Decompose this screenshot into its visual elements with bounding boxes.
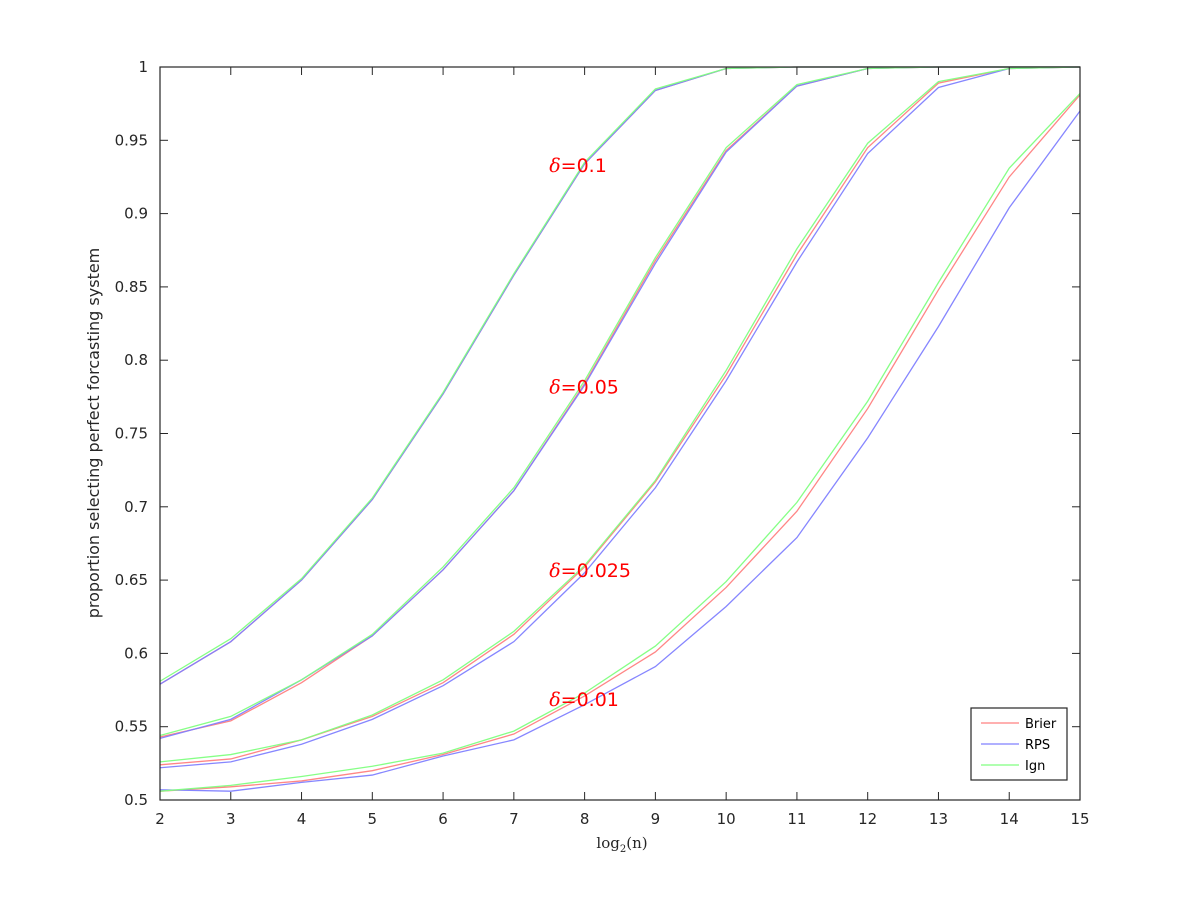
x-tick-label: 2: [155, 810, 165, 828]
axes-box: [159, 66, 1081, 801]
x-axis-label: log2(n): [596, 834, 647, 855]
series-line-brier: [159, 66, 1080, 738]
x-axis-label-subscript: 2: [620, 844, 626, 855]
x-tick-label: 11: [787, 810, 806, 828]
x-tick-label: 3: [226, 810, 236, 828]
legend-label-ign: Ign: [1025, 759, 1045, 774]
y-tick-label: 0.9: [124, 205, 148, 223]
series-line-rps: [159, 66, 1080, 740]
y-tick-label: 1: [138, 58, 148, 76]
delta-symbol: δ: [549, 377, 560, 399]
y-tick-label: 0.8: [124, 351, 148, 369]
delta-value: =0.1: [561, 155, 607, 177]
series-line-ign: [159, 66, 1081, 763]
axes-layer: [159, 66, 1081, 801]
x-tick-label: 14: [1000, 810, 1019, 828]
series-group: [159, 66, 1081, 769]
legend-label-brier: Brier: [1025, 717, 1057, 732]
delta-annotation: δ=0.1: [549, 155, 607, 177]
x-tick-label: 15: [1070, 810, 1089, 828]
x-tick-label: 7: [509, 810, 519, 828]
x-tick-label: 12: [858, 810, 877, 828]
x-tick-label: 9: [651, 810, 661, 828]
x-tick-label: 5: [368, 810, 378, 828]
x-tick-label: 8: [580, 810, 590, 828]
x-tick-label: 6: [438, 810, 448, 828]
delta-symbol: δ: [549, 560, 560, 582]
series-line-ign: [159, 66, 1080, 682]
delta-annotation: δ=0.05: [549, 377, 619, 399]
series-line-rps: [159, 110, 1081, 792]
series-line-rps: [159, 66, 1081, 769]
series-line-rps: [159, 66, 1080, 685]
series-line-ign: [159, 66, 1080, 737]
x-axis-label-suffix: (n): [626, 834, 647, 852]
series-line-ign: [159, 92, 1081, 792]
delta-value: =0.05: [561, 377, 619, 399]
y-tick-label: 0.95: [115, 131, 148, 149]
series-line-brier: [159, 66, 1081, 766]
series-layer: [159, 66, 1081, 792]
delta-annotation: δ=0.025: [549, 560, 631, 582]
tick-layer: 2 3 4 5 6 7 8 9 10 11 12 13 14 15 0.5 0.55 0.6 0.65 0.7 0.7…: [115, 58, 1090, 828]
delta-value: =0.025: [561, 560, 631, 582]
x-tick-label: 10: [717, 810, 736, 828]
y-tick-label: 0.7: [124, 498, 148, 516]
y-tick-label: 0.85: [115, 278, 148, 296]
legend: Brier RPS Ign: [970, 707, 1068, 781]
y-tick-label: 0.65: [115, 571, 148, 589]
x-axis-label-prefix: log: [596, 834, 620, 852]
series-line-brier: [159, 94, 1081, 792]
x-tick-label: 13: [929, 810, 948, 828]
y-tick-label: 0.55: [115, 718, 148, 736]
y-axis-label: proportion selecting perfect forcasting …: [84, 248, 103, 619]
delta-symbol: δ: [549, 155, 560, 177]
series-line-brier: [159, 66, 1080, 685]
x-tick-label: 4: [297, 810, 307, 828]
y-tick-label: 0.75: [115, 425, 148, 443]
y-tick-label: 0.5: [124, 791, 148, 809]
series-group: [159, 66, 1080, 740]
y-tick-label: 0.6: [124, 644, 148, 662]
delta-symbol: δ: [549, 689, 560, 711]
series-group: [159, 92, 1081, 792]
series-group: [159, 66, 1080, 685]
legend-label-rps: RPS: [1025, 738, 1050, 753]
delta-value: =0.01: [561, 689, 619, 711]
delta-annotation: δ=0.01: [549, 689, 619, 711]
